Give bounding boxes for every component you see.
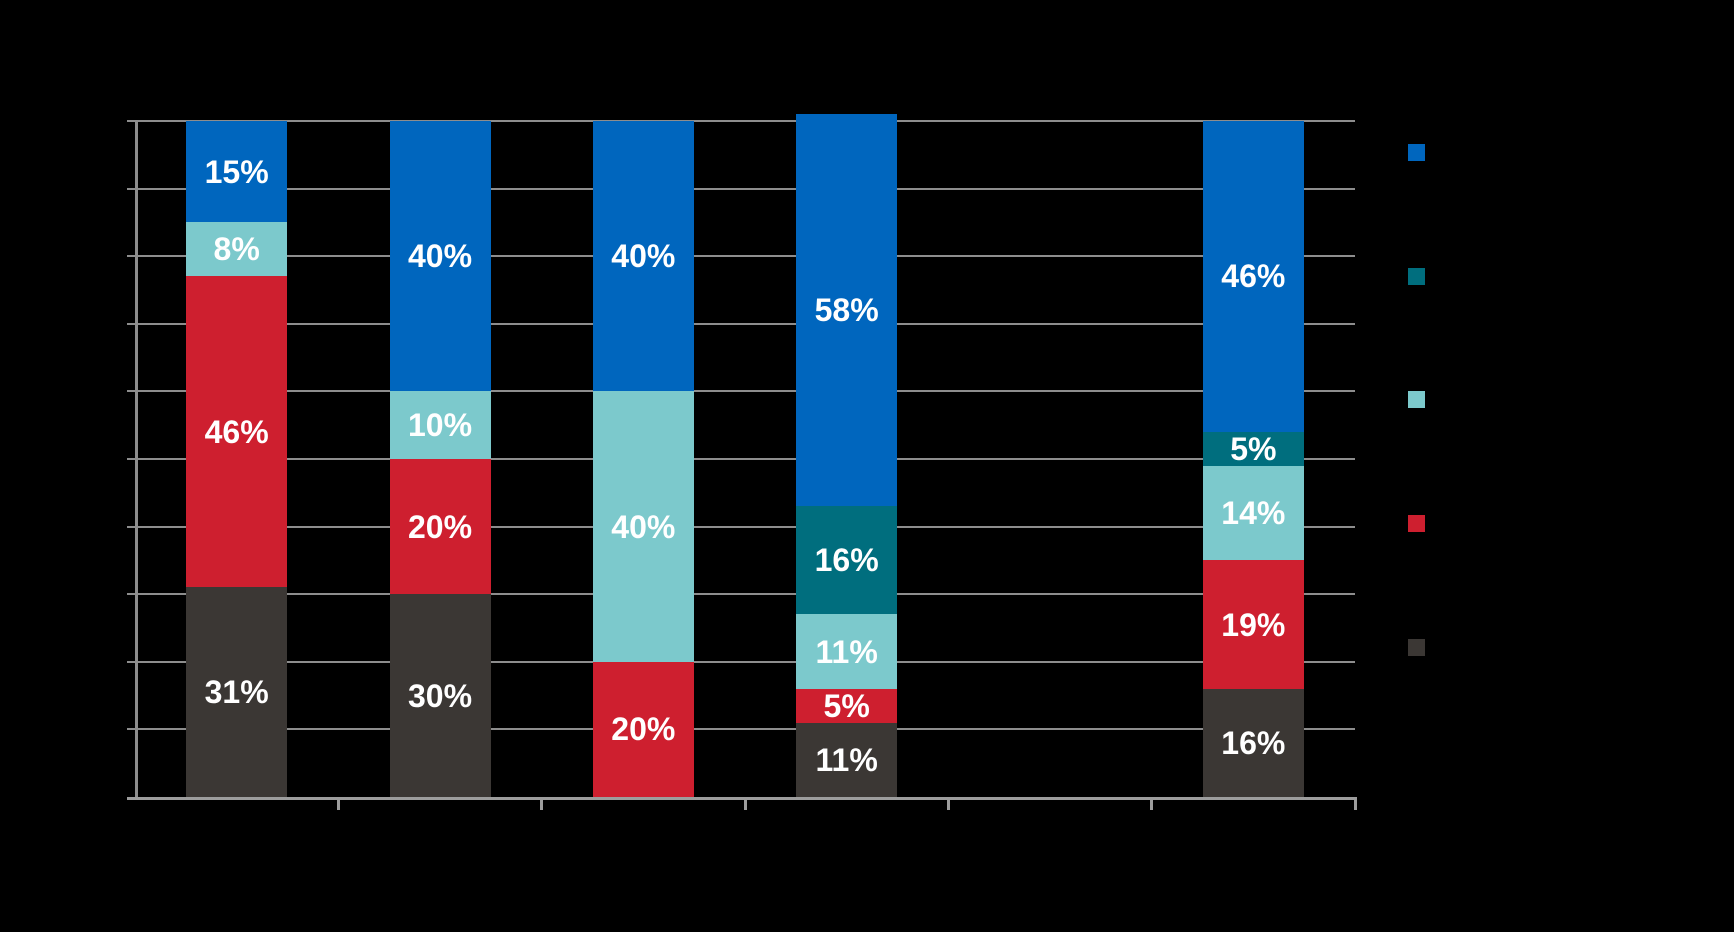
bar-segment-label: 8% (213, 231, 260, 268)
bar-segment-dark-teal (1202, 431, 1304, 466)
legend-swatch-dark-gray-icon (1408, 638, 1425, 656)
bar-segment-label: 16% (814, 542, 879, 579)
x-axis-tick (946, 797, 950, 810)
bar-segment-label: 20% (611, 711, 676, 748)
bar-segment-label: 40% (407, 238, 473, 275)
x-axis-tick (1150, 797, 1154, 810)
bar-segment-label: 15% (204, 153, 269, 190)
bar-segment-label: 20% (407, 508, 473, 545)
x-axis-line (127, 797, 1355, 800)
bar-segment-label: 46% (1221, 258, 1286, 295)
bar-segment-label: 11% (815, 741, 878, 778)
bar-segment-label: 40% (611, 508, 676, 545)
bar-segment-light-teal (796, 614, 898, 689)
bar-segment-blue (796, 114, 898, 507)
bar-segment-red (186, 276, 288, 588)
gridline (127, 390, 1355, 393)
gridline (127, 660, 1355, 663)
bar-segment-red (592, 661, 694, 797)
gridline (127, 322, 1355, 325)
bar-segment-blue (389, 121, 491, 392)
bar-segment-dark-gray (1202, 688, 1304, 797)
bar-segment-dark-gray (796, 722, 898, 797)
bar-segment-label: 46% (204, 413, 269, 450)
bar-segment-label: 19% (1221, 606, 1286, 643)
gridline (127, 525, 1355, 528)
legend-swatch-red-icon (1408, 515, 1425, 533)
gridline (127, 593, 1355, 596)
x-axis-tick (1353, 797, 1357, 810)
bar-segment-blue (1202, 121, 1304, 432)
bar-segment-label: 16% (1221, 724, 1286, 761)
bar-segment-light-teal (389, 391, 491, 459)
bar-segment-red (796, 688, 898, 723)
bar-segment-label: 11% (815, 633, 878, 670)
x-axis-tick (743, 797, 747, 810)
bar-segment-dark-teal (796, 506, 898, 615)
bar-segment-light-teal (1202, 465, 1304, 561)
bar-segment-label: 58% (814, 292, 879, 329)
x-axis-tick (540, 797, 544, 810)
bar-segment-label: 30% (407, 677, 473, 714)
bar-segment-dark-gray (389, 594, 491, 797)
bar-segment-label: 10% (407, 407, 473, 444)
bar-segment-red (389, 459, 491, 595)
bar-segment-blue (186, 121, 288, 223)
bar-segment-dark-gray (186, 587, 288, 797)
y-axis-line (135, 121, 138, 800)
bar-segment-light-teal (592, 391, 694, 662)
gridline (127, 120, 1355, 122)
gridline (127, 255, 1355, 258)
bar-segment-red (1202, 560, 1304, 689)
bar-segment-label: 14% (1221, 495, 1286, 532)
bar-segment-label: 40% (611, 238, 676, 275)
gridline (127, 728, 1355, 731)
legend-swatch-blue-icon (1408, 144, 1425, 161)
legend-swatch-light-teal-icon (1408, 391, 1425, 409)
bar-segment-label: 5% (1230, 430, 1277, 467)
bar-segment-label: 5% (823, 687, 870, 724)
legend-swatch-dark-teal-icon (1408, 267, 1425, 285)
bar-segment-light-teal (186, 222, 288, 277)
bar-segment-blue (592, 121, 694, 392)
gridline (127, 187, 1355, 190)
gridline (127, 458, 1355, 460)
x-axis-tick (336, 797, 340, 810)
bar-segment-label: 31% (204, 674, 269, 711)
